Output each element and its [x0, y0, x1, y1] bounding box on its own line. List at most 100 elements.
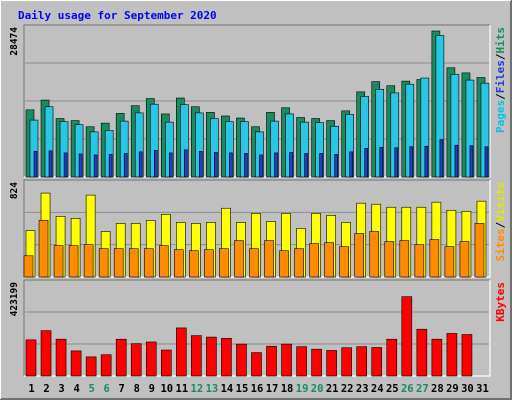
- kbytes-bar: [341, 347, 352, 377]
- pages-bar: [123, 153, 128, 178]
- pages-bar: [349, 151, 353, 178]
- top-panel-border-top: [23, 24, 490, 177]
- kbytes-bar: [145, 341, 157, 377]
- sites-bar: [143, 248, 154, 278]
- x-label-day: 31: [476, 383, 489, 395]
- kbytes-bar: [236, 343, 247, 377]
- x-label-day: 23: [356, 383, 369, 395]
- x-label-day: 13: [206, 383, 219, 395]
- pages-bar: [484, 146, 489, 178]
- x-label-day: 10: [160, 383, 173, 395]
- x-label-day: 16: [251, 383, 264, 395]
- sites-bar: [128, 248, 139, 278]
- pages-bar: [274, 152, 278, 178]
- x-axis-labels: 1 2 3 4 5 6 7 8 9 10 11 12 13 14 15 16 17 18 19 20 21 22 23 24 2…: [28, 383, 488, 395]
- sites-bar: [339, 246, 349, 278]
- x-label-day: 24: [371, 383, 384, 395]
- kbytes-bar: [401, 296, 413, 377]
- bars: [23, 30, 490, 377]
- x-label-day: 6: [104, 383, 110, 395]
- sites-bar: [158, 245, 169, 278]
- sites-visits-legend: Sites/Visits: [494, 182, 507, 262]
- sites-bar: [23, 255, 34, 278]
- kbytes-bar: [25, 339, 37, 377]
- kbytes-bar: [85, 356, 97, 377]
- panels: [23, 24, 491, 377]
- x-label-day: 22: [341, 383, 354, 395]
- kbytes-bar: [296, 346, 307, 377]
- sites-bar: [429, 239, 440, 278]
- x-label-day: 2: [43, 383, 49, 395]
- pages-files-hits-legend-part: Files: [494, 60, 507, 93]
- pages-files-hits-legend-part: Pages: [494, 100, 507, 133]
- pages-files-hits-legend-part: /: [494, 53, 507, 60]
- x-label-day: 30: [461, 383, 474, 395]
- sites-visits-legend-part: /: [494, 221, 507, 228]
- x-label-day: 17: [266, 383, 279, 395]
- sites-bar: [444, 246, 455, 278]
- pages-bar: [334, 154, 338, 178]
- pages-bar: [168, 152, 173, 178]
- sites-bar: [53, 245, 64, 278]
- pages-bar: [319, 153, 323, 178]
- kbytes-bar: [160, 349, 172, 377]
- sites-bar: [384, 241, 395, 278]
- pages-bar: [394, 147, 399, 178]
- x-label-day: 25: [386, 383, 399, 395]
- x-label-day: 5: [88, 383, 94, 395]
- kbytes-bar: [281, 343, 292, 377]
- pages-bar: [379, 146, 384, 178]
- kbytes-legend-part: KBytes: [494, 282, 507, 322]
- kbytes-legend: KBytes: [494, 282, 507, 322]
- pages-bar: [409, 146, 414, 178]
- bottom-y-max-label: 423199: [9, 282, 20, 317]
- sites-bar: [459, 241, 470, 278]
- sites-bar: [204, 249, 214, 278]
- kbytes-bar: [416, 328, 428, 377]
- sites-bar: [98, 248, 109, 278]
- pages-bar: [304, 153, 308, 178]
- kbytes-bar: [311, 348, 322, 377]
- kbytes-bar: [176, 327, 187, 377]
- pages-bar: [229, 152, 233, 178]
- y-max-labels: 28474 824 423199: [9, 27, 20, 317]
- pages-bar: [108, 154, 113, 178]
- sites-bar: [83, 244, 94, 278]
- sites-bar: [324, 242, 334, 278]
- pages-bar: [48, 150, 53, 178]
- kbytes-bar: [266, 345, 277, 377]
- sites-bar: [219, 248, 229, 278]
- kbytes-bar: [431, 338, 443, 377]
- x-label-day: 26: [401, 383, 414, 395]
- x-label-day: 1: [28, 383, 34, 395]
- pages-files-hits-legend: Pages/Files/Hits: [494, 27, 507, 133]
- pages-files-hits-legend-part: Hits: [494, 27, 507, 54]
- pages-bar: [93, 154, 98, 178]
- pages-bar: [63, 152, 68, 178]
- pages-bar: [469, 145, 474, 178]
- pages-bar: [199, 151, 203, 178]
- pages-bar: [364, 147, 369, 178]
- kbytes-bar: [55, 338, 67, 377]
- kbytes-bar: [70, 350, 82, 377]
- x-label-day: 11: [176, 383, 189, 395]
- sites-bar: [38, 220, 49, 278]
- pages-bar: [184, 149, 188, 178]
- kbytes-bar: [221, 338, 232, 377]
- sites-visits-legend-part: Sites: [494, 228, 507, 261]
- sites-bar: [399, 240, 410, 278]
- kbytes-bar: [356, 346, 368, 377]
- kbytes-bar: [461, 334, 473, 377]
- kbytes-bar: [115, 338, 127, 377]
- x-label-day: 15: [236, 383, 249, 395]
- x-label-day: 9: [149, 383, 155, 395]
- kbytes-bar: [251, 352, 262, 377]
- sites-bar: [264, 240, 274, 278]
- x-label-day: 18: [281, 383, 294, 395]
- x-label-day: 7: [119, 383, 125, 395]
- sites-bar: [414, 244, 425, 278]
- kbytes-bar: [206, 336, 217, 377]
- x-label-day: 20: [311, 383, 324, 395]
